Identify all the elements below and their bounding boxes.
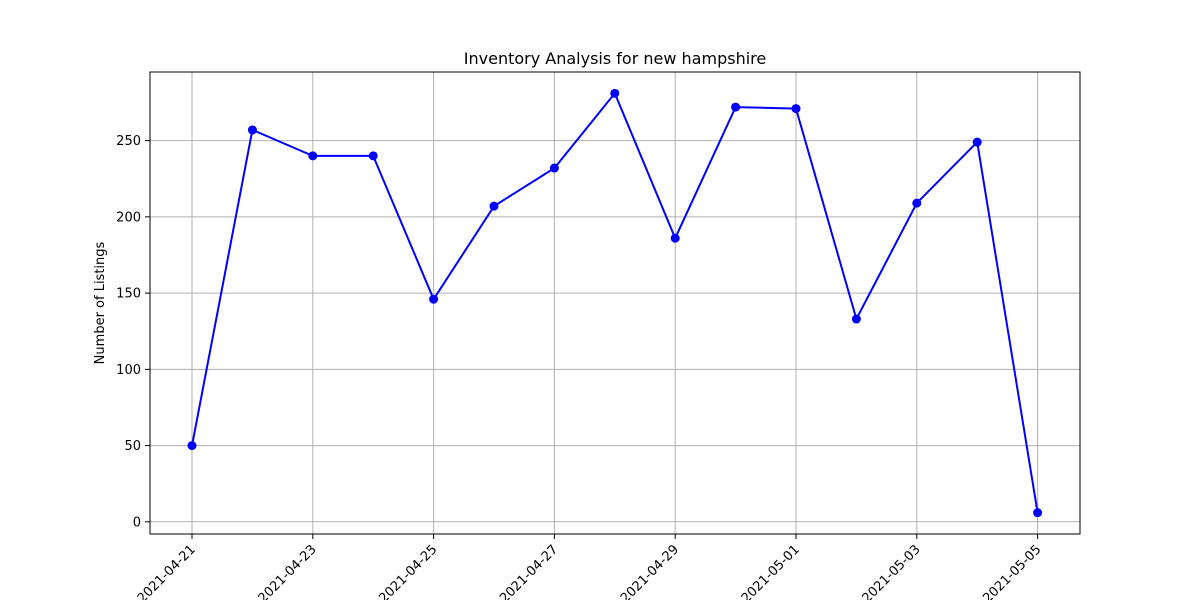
x-tick-label: 2021-04-27	[497, 542, 561, 600]
y-tick-label: 200	[116, 210, 141, 225]
series-line-layer	[191, 91, 1039, 513]
y-tick-label: 150	[116, 287, 141, 302]
y-tick-label: 250	[116, 134, 141, 149]
x-tick-label: 2021-04-23	[256, 542, 320, 600]
y-ticks: 0 50 100 150 200 250	[116, 134, 150, 530]
data-point	[731, 102, 741, 112]
data-point	[247, 125, 257, 135]
data-point	[912, 198, 922, 208]
data-point	[368, 151, 378, 161]
y-axis-label: Number of Listings	[93, 241, 108, 364]
x-ticks: 2021-04-21 2021-04-23 2021-04-25 2021-04-27…	[135, 534, 1044, 600]
data-point	[429, 294, 439, 304]
data-point	[791, 104, 801, 114]
x-tick-label: 2021-05-01	[739, 542, 803, 600]
data-point	[308, 151, 318, 161]
plot-frame	[149, 71, 1081, 535]
data-point	[610, 88, 620, 98]
grid	[150, 72, 1080, 534]
x-tick-label: 2021-04-25	[376, 542, 440, 600]
y-tick-label: 50	[124, 439, 141, 454]
data-point	[851, 314, 861, 324]
series-line	[191, 91, 1039, 513]
chart-title: Inventory Analysis for new hampshire	[464, 49, 766, 68]
x-tick-label: 2021-05-05	[980, 542, 1044, 600]
data-point	[187, 441, 197, 451]
data-point	[1033, 508, 1043, 518]
x-tick-label: 2021-05-03	[860, 542, 924, 600]
y-tick-label: 100	[116, 363, 141, 378]
data-point	[670, 233, 680, 243]
x-tick-label: 2021-04-29	[618, 542, 682, 600]
y-tick-label: 0	[133, 515, 141, 530]
data-point	[489, 201, 499, 211]
data-points	[187, 88, 1043, 518]
data-point	[972, 137, 982, 147]
x-tick-label: 2021-04-21	[135, 542, 199, 600]
data-point	[549, 163, 559, 173]
